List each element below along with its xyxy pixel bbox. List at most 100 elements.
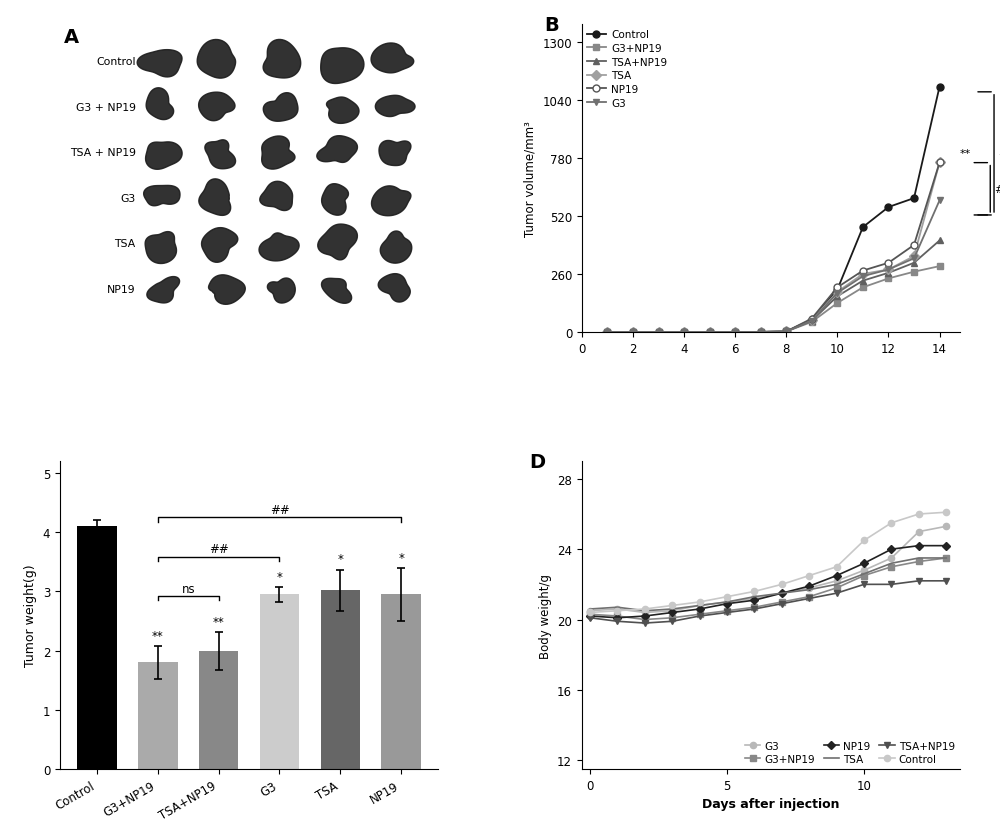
- NP19: [601, 328, 613, 338]
- Control: [940, 507, 952, 517]
- Text: *: *: [277, 570, 282, 584]
- G3+NP19: [653, 328, 665, 338]
- NP19: [885, 544, 897, 554]
- NP19: [584, 611, 596, 621]
- G3: [704, 328, 716, 338]
- TSA+NP19: [934, 237, 946, 247]
- G3: [653, 328, 665, 338]
- NP19: [694, 604, 706, 614]
- TSA+NP19: [721, 608, 733, 618]
- Control: [776, 579, 788, 589]
- TSA: [885, 558, 897, 568]
- Control: [584, 608, 596, 618]
- Polygon shape: [147, 278, 180, 303]
- Line: G3: G3: [604, 197, 943, 336]
- Text: ##: ##: [994, 185, 1000, 195]
- NP19: [639, 611, 651, 621]
- TSA+NP19: [885, 579, 897, 589]
- Polygon shape: [375, 96, 415, 117]
- Text: G3: G3: [120, 193, 136, 203]
- Control: [908, 194, 920, 204]
- Polygon shape: [199, 180, 231, 217]
- Text: D: D: [529, 452, 545, 472]
- G3: [611, 604, 623, 614]
- G3: [639, 608, 651, 618]
- Polygon shape: [379, 141, 411, 166]
- TSA+NP19: [940, 576, 952, 586]
- TSA+NP19: [913, 576, 925, 586]
- NP19: [780, 327, 792, 337]
- TSA: [858, 569, 870, 579]
- Control: [780, 327, 792, 337]
- Text: ##: ##: [270, 503, 289, 517]
- Text: ##: ##: [998, 149, 1000, 159]
- NP19: [776, 589, 788, 599]
- TSA+NP19: [704, 328, 716, 338]
- NP19: [934, 158, 946, 168]
- TSA: [639, 606, 651, 616]
- TSA+NP19: [806, 316, 818, 326]
- TSA: [831, 288, 843, 298]
- Bar: [260, 594, 299, 769]
- G3: [803, 584, 815, 594]
- TSA+NP19: [780, 327, 792, 337]
- G3: [885, 553, 897, 563]
- NP19: [611, 613, 623, 623]
- Line: Control: Control: [587, 509, 949, 616]
- G3+NP19: [858, 571, 870, 581]
- TSA+NP19: [584, 613, 596, 623]
- Text: TSA: TSA: [114, 239, 136, 249]
- TSA+NP19: [666, 616, 678, 626]
- Polygon shape: [144, 186, 180, 206]
- G3+NP19: [694, 609, 706, 619]
- TSA+NP19: [748, 604, 760, 614]
- Bar: [138, 663, 178, 769]
- TSA+NP19: [653, 328, 665, 338]
- Control: [678, 328, 690, 338]
- G3+NP19: [729, 328, 741, 338]
- TSA+NP19: [831, 292, 843, 302]
- G3: [721, 597, 733, 607]
- Control: [611, 606, 623, 616]
- TSA+NP19: [831, 589, 843, 599]
- Line: NP19: NP19: [604, 160, 943, 336]
- Polygon shape: [263, 94, 298, 122]
- TSA: [831, 579, 843, 589]
- G3+NP19: [882, 274, 894, 284]
- TSA: [776, 589, 788, 599]
- TSA: [704, 328, 716, 338]
- Polygon shape: [267, 278, 295, 303]
- Y-axis label: Tumor volume/mm³: Tumor volume/mm³: [524, 121, 537, 237]
- TSA: [806, 315, 818, 325]
- TSA: [748, 592, 760, 602]
- G3: [908, 254, 920, 264]
- Polygon shape: [371, 44, 414, 74]
- NP19: [704, 328, 716, 338]
- TSA+NP19: [611, 616, 623, 626]
- Text: **: **: [213, 614, 225, 628]
- Text: B: B: [544, 16, 559, 35]
- G3+NP19: [627, 328, 639, 338]
- Control: [694, 597, 706, 607]
- G3: [729, 328, 741, 338]
- G3+NP19: [776, 597, 788, 607]
- Polygon shape: [263, 40, 301, 79]
- TSA: [729, 328, 741, 338]
- NP19: [666, 608, 678, 618]
- Text: TSA + NP19: TSA + NP19: [70, 148, 136, 158]
- G3: [584, 606, 596, 616]
- NP19: [858, 558, 870, 568]
- Polygon shape: [202, 228, 238, 263]
- G3: [934, 196, 946, 206]
- Polygon shape: [327, 98, 359, 125]
- Control: [666, 601, 678, 611]
- G3: [831, 288, 843, 298]
- Control: [627, 328, 639, 338]
- Control: [882, 203, 894, 213]
- NP19: [721, 599, 733, 609]
- Polygon shape: [199, 93, 235, 121]
- Control: [885, 518, 897, 528]
- TSA: [601, 328, 613, 338]
- TSA: [803, 585, 815, 595]
- G3: [678, 328, 690, 338]
